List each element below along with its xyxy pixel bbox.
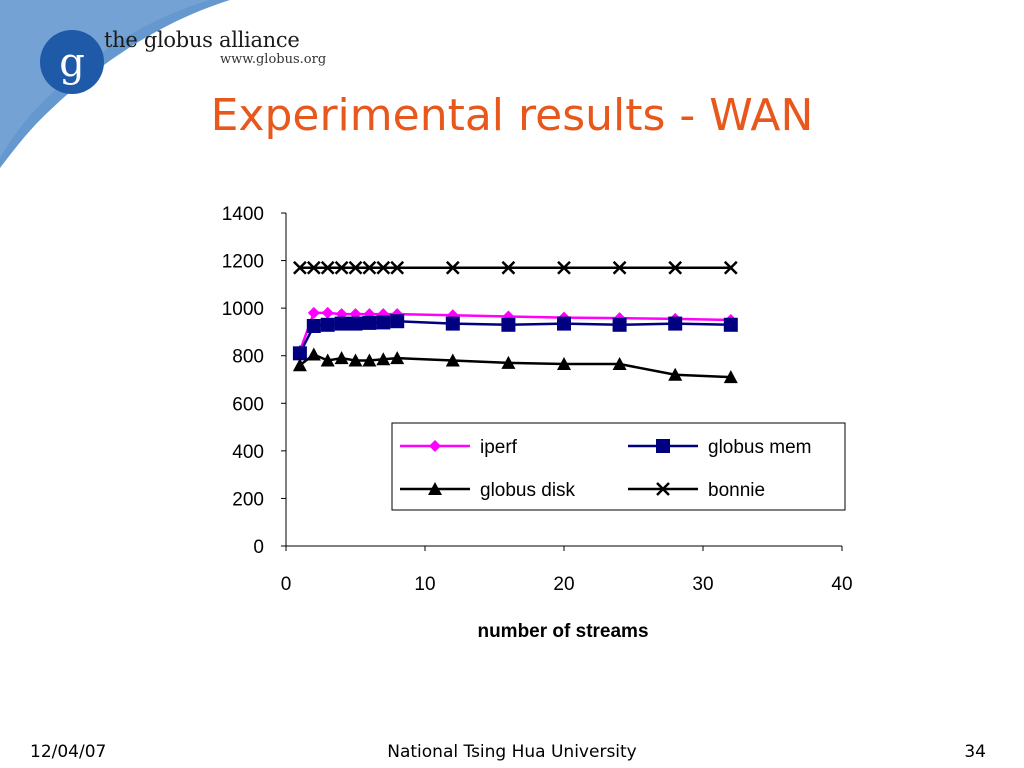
data-point-bonnie [306, 260, 321, 275]
legend-marker-globus-mem [656, 439, 670, 453]
data-point-globus-mem [557, 316, 571, 331]
data-point-iperf [307, 306, 320, 319]
data-point-globus-disk [501, 355, 516, 369]
y-tick-label: 400 [232, 442, 264, 463]
data-point-globus-mem [445, 316, 460, 331]
legend-marker-globus-disk [428, 482, 442, 495]
data-point-globus-mem [292, 346, 307, 361]
data-point-globus-mem [306, 318, 321, 333]
data-point-globus-mem [668, 316, 683, 331]
legend-label-iperf: iperf [480, 437, 518, 458]
data-point-globus-mem [390, 314, 405, 329]
legend-marker-iperf [429, 440, 441, 452]
data-point-globus-disk [723, 370, 738, 384]
data-point-globus-mem [376, 315, 391, 330]
data-point-globus-mem [334, 316, 349, 331]
footer-date: 12/04/07 [30, 742, 107, 762]
data-point-globus-mem [501, 317, 516, 332]
data-point-bonnie [362, 260, 377, 275]
data-point-iperf [321, 306, 334, 319]
data-point-bonnie [445, 260, 460, 275]
data-point-globus-disk [362, 353, 377, 367]
footer-institution: National Tsing Hua University [387, 742, 637, 762]
y-tick-label: 1000 [222, 299, 264, 320]
data-point-globus-disk [348, 353, 363, 367]
data-point-globus-disk [445, 353, 460, 367]
data-point-globus-mem [612, 317, 627, 332]
data-point-globus-mem [320, 317, 335, 332]
legend-box [391, 422, 846, 511]
y-tick-label: 800 [232, 347, 264, 368]
header-swoosh: g [0, 0, 230, 168]
x-tick-label: 20 [553, 574, 574, 595]
y-tick-label: 1400 [222, 204, 264, 225]
data-point-globus-disk [376, 352, 391, 366]
data-point-bonnie [390, 260, 405, 275]
data-point-bonnie [376, 260, 391, 275]
x-axis-label: number of streams [477, 621, 648, 642]
data-point-globus-mem [723, 317, 738, 332]
legend-label-globus-mem: globus mem [708, 437, 812, 458]
chart-axes: 0 200 400 600 800 1000 1200 1400 0 10 20 30 40 [222, 204, 853, 595]
data-point-bonnie [348, 260, 363, 275]
y-tick-label: 0 [253, 537, 264, 558]
logo-text: the globus alliance [104, 28, 300, 52]
data-point-globus-disk [292, 358, 307, 372]
data-point-globus-disk [390, 351, 405, 365]
slide-title: Experimental results - WAN [210, 90, 814, 141]
legend-marker-bonnie [656, 482, 670, 496]
data-point-bonnie [612, 260, 627, 275]
data-point-bonnie [501, 260, 516, 275]
x-tick-label: 40 [831, 574, 852, 595]
y-tick-label: 600 [232, 394, 264, 415]
data-point-globus-disk [668, 367, 683, 381]
globus-logo-icon [40, 30, 104, 94]
data-point-globus-disk [612, 357, 627, 371]
data-point-bonnie [320, 260, 335, 275]
data-point-bonnie [334, 260, 349, 275]
footer-page-number: 34 [964, 742, 986, 762]
data-point-globus-mem [362, 315, 377, 330]
data-point-globus-disk [557, 357, 571, 371]
x-tick-label: 10 [414, 574, 435, 595]
data-point-globus-disk [306, 347, 321, 361]
data-point-globus-mem [348, 316, 363, 331]
y-tick-label: 200 [232, 489, 264, 510]
logo-letter: g [59, 40, 85, 86]
x-tick-label: 0 [281, 574, 292, 595]
chart-legend: iperf globus mem globus disk bonnie [391, 422, 846, 511]
data-point-bonnie [668, 260, 683, 275]
x-tick-label: 30 [692, 574, 713, 595]
legend-label-bonnie: bonnie [708, 480, 765, 501]
y-tick-label: 1200 [222, 252, 264, 273]
data-point-bonnie [557, 260, 571, 275]
legend-label-globus-disk: globus disk [480, 480, 576, 501]
data-point-globus-disk [320, 353, 335, 367]
data-point-bonnie [723, 260, 738, 275]
logo-url: www.globus.org [220, 52, 327, 67]
data-point-bonnie [293, 260, 307, 275]
chart-series [292, 260, 738, 384]
data-point-globus-disk [334, 351, 349, 365]
